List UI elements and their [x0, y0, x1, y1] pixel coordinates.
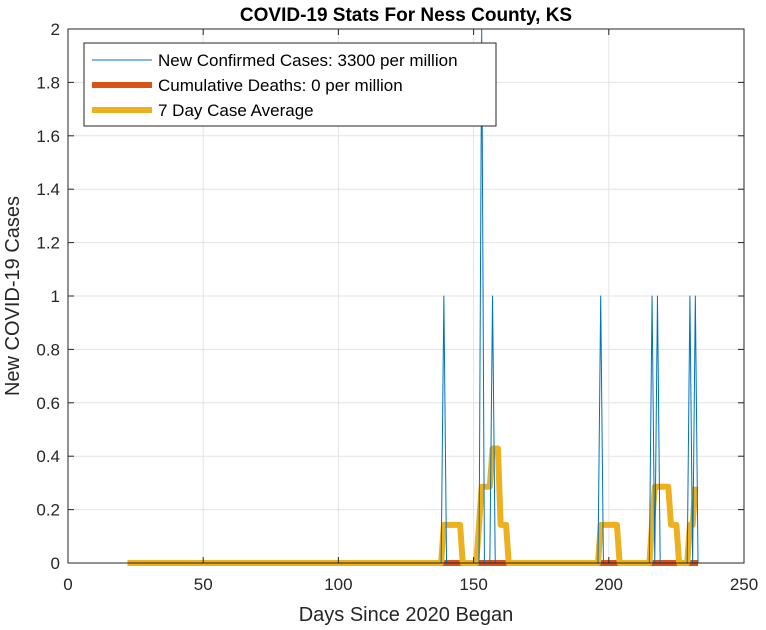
y-tick-label: 0.4 — [36, 447, 60, 466]
legend-box — [83, 42, 497, 127]
y-tick-label: 1.2 — [36, 234, 60, 253]
legend-label-3: 7 Day Case Average — [158, 101, 314, 120]
x-tick-label: 200 — [595, 575, 623, 594]
y-tick-label: 1 — [51, 287, 60, 306]
x-tick-label: 250 — [730, 575, 758, 594]
x-axis-label: Days Since 2020 Began — [299, 604, 514, 626]
y-tick-label: 0.2 — [36, 501, 60, 520]
y-tick-label: 0.6 — [36, 394, 60, 413]
y-tick-label: 0 — [51, 554, 60, 573]
y-tick-label: 0.8 — [36, 340, 60, 359]
axis-ticks: 0 50 100 150 200 250 0 0.2 0.4 0.6 0.8 1 1.2 1.4 1.6 1.… — [36, 20, 758, 594]
y-tick-label: 1.6 — [36, 127, 60, 146]
y-tick-label: 1.4 — [36, 180, 60, 199]
legend-label-1: New Confirmed Cases: 3300 per million — [158, 51, 458, 70]
y-axis-label: New COVID-19 Cases — [2, 196, 24, 396]
chart-title: COVID-19 Stats For Ness County, KS — [240, 5, 572, 26]
y-tick-label: 2 — [51, 20, 60, 39]
y-tick-label: 1.8 — [36, 73, 60, 92]
x-tick-label: 100 — [324, 575, 352, 594]
legend-label-2: Cumulative Deaths: 0 per million — [158, 76, 403, 95]
x-tick-label: 150 — [459, 575, 487, 594]
legend: New Confirmed Cases: 3300 per million Cum… — [83, 42, 497, 127]
x-tick-label: 50 — [194, 575, 213, 594]
x-tick-label: 0 — [63, 575, 72, 594]
